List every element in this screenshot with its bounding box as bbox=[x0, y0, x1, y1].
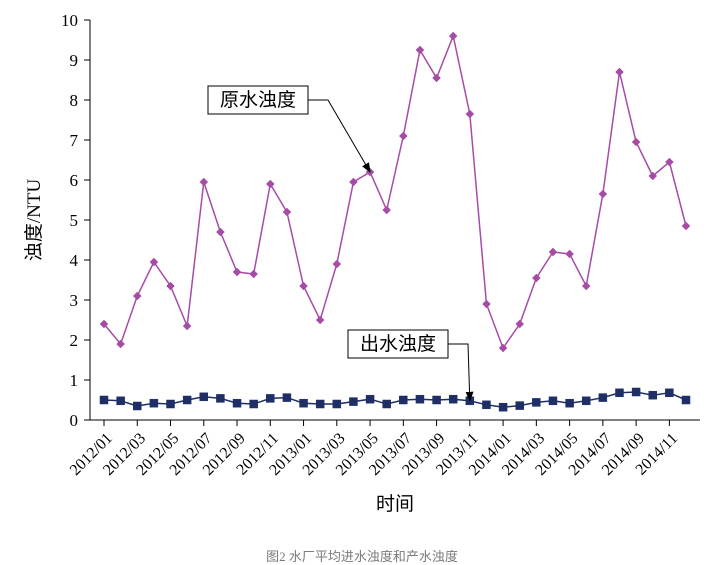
marker-diamond bbox=[449, 32, 457, 40]
marker-square bbox=[532, 398, 540, 406]
marker-square bbox=[482, 401, 490, 409]
marker-square bbox=[416, 395, 424, 403]
svg-text:6: 6 bbox=[70, 171, 79, 190]
marker-diamond bbox=[283, 208, 291, 216]
marker-diamond bbox=[682, 222, 690, 230]
figure-caption: 图2 水厂平均进水浊度和产水浊度 bbox=[0, 546, 724, 565]
marker-square bbox=[333, 400, 341, 408]
marker-square bbox=[499, 403, 507, 411]
annotation-pointer-1 bbox=[448, 344, 470, 401]
marker-square bbox=[117, 397, 125, 405]
svg-text:8: 8 bbox=[70, 91, 79, 110]
marker-square bbox=[150, 399, 158, 407]
marker-square bbox=[649, 391, 657, 399]
marker-diamond bbox=[433, 74, 441, 82]
annotation-text-1: 出水浊度 bbox=[360, 333, 436, 355]
marker-diamond bbox=[416, 46, 424, 54]
marker-diamond bbox=[615, 68, 623, 76]
marker-diamond bbox=[183, 322, 191, 330]
marker-square bbox=[250, 400, 258, 408]
marker-square bbox=[516, 402, 524, 410]
marker-diamond bbox=[582, 282, 590, 290]
marker-square bbox=[682, 396, 690, 404]
svg-text:3: 3 bbox=[70, 291, 79, 310]
marker-diamond bbox=[300, 282, 308, 290]
marker-square bbox=[433, 396, 441, 404]
marker-diamond bbox=[250, 270, 258, 278]
marker-square bbox=[599, 394, 607, 402]
svg-text:2: 2 bbox=[70, 331, 79, 350]
marker-diamond bbox=[266, 180, 274, 188]
marker-diamond bbox=[316, 316, 324, 324]
marker-diamond bbox=[399, 132, 407, 140]
marker-square bbox=[300, 399, 308, 407]
x-axis-label: 时间 bbox=[376, 493, 414, 515]
marker-diamond bbox=[383, 206, 391, 214]
marker-square bbox=[100, 396, 108, 404]
marker-diamond bbox=[349, 178, 357, 186]
marker-square bbox=[183, 396, 191, 404]
marker-square bbox=[167, 400, 175, 408]
svg-text:9: 9 bbox=[70, 51, 79, 70]
marker-square bbox=[200, 393, 208, 401]
marker-square bbox=[233, 399, 241, 407]
marker-square bbox=[366, 395, 374, 403]
marker-square bbox=[133, 402, 141, 410]
series-line-0 bbox=[104, 36, 686, 348]
marker-square bbox=[582, 397, 590, 405]
marker-diamond bbox=[566, 250, 574, 258]
marker-square bbox=[549, 397, 557, 405]
marker-diamond bbox=[632, 138, 640, 146]
svg-text:0: 0 bbox=[70, 411, 79, 430]
chart-container: 0123456789102012/012012/032012/052012/07… bbox=[0, 0, 724, 546]
marker-square bbox=[399, 396, 407, 404]
marker-square bbox=[316, 400, 324, 408]
svg-text:1: 1 bbox=[70, 371, 79, 390]
svg-text:5: 5 bbox=[70, 211, 79, 230]
marker-diamond bbox=[549, 248, 557, 256]
marker-square bbox=[615, 389, 623, 397]
svg-text:4: 4 bbox=[70, 251, 79, 270]
marker-diamond bbox=[133, 292, 141, 300]
marker-square bbox=[665, 389, 673, 397]
marker-square bbox=[383, 400, 391, 408]
marker-diamond bbox=[532, 274, 540, 282]
marker-square bbox=[283, 394, 291, 402]
chart-svg: 0123456789102012/012012/032012/052012/07… bbox=[0, 0, 724, 546]
annotation-pointer-0 bbox=[308, 100, 370, 172]
annotation-text-0: 原水浊度 bbox=[220, 89, 296, 111]
marker-diamond bbox=[233, 268, 241, 276]
svg-text:10: 10 bbox=[61, 11, 78, 30]
marker-diamond bbox=[482, 300, 490, 308]
marker-diamond bbox=[216, 228, 224, 236]
marker-diamond bbox=[599, 190, 607, 198]
marker-square bbox=[216, 394, 224, 402]
marker-square bbox=[266, 394, 274, 402]
marker-square bbox=[632, 388, 640, 396]
y-axis-label: 浊度/NTU bbox=[23, 179, 45, 262]
marker-diamond bbox=[333, 260, 341, 268]
marker-diamond bbox=[466, 110, 474, 118]
marker-square bbox=[566, 399, 574, 407]
marker-square bbox=[349, 398, 357, 406]
marker-square bbox=[449, 395, 457, 403]
marker-diamond bbox=[200, 178, 208, 186]
svg-text:7: 7 bbox=[70, 131, 79, 150]
